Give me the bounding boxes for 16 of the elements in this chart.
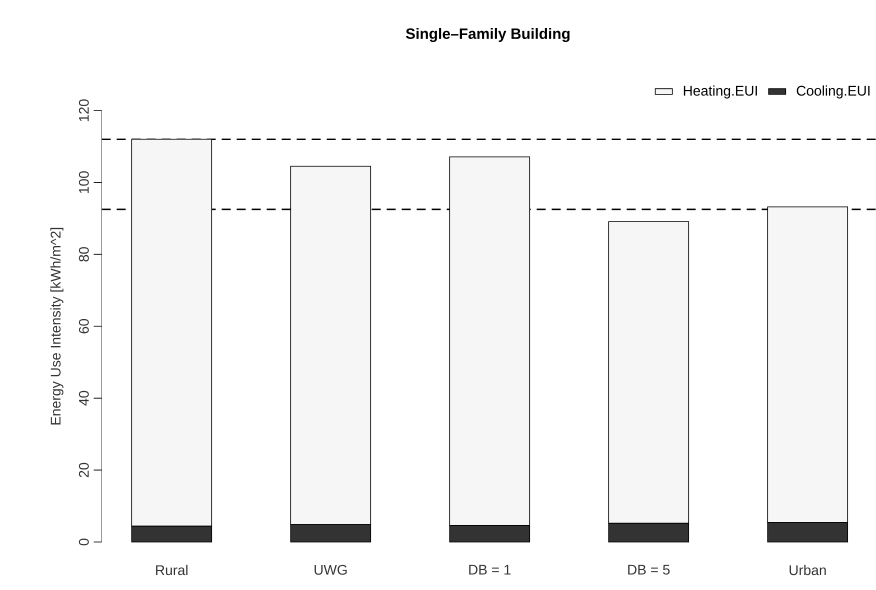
y-tick-label: 40 [78,390,89,406]
y-tick-label: 80 [78,247,89,262]
x-tick-label: Urban [790,564,826,576]
chart-title: Single–Family Building [406,28,570,42]
x-tick-label: DB = 5 [628,564,670,575]
legend-label: Cooling.EUI [796,85,870,98]
x-tick-label: DB = 1 [469,564,511,574]
y-tick-label: 120 [78,99,89,122]
y-tick-label: 100 [78,171,89,194]
y-axis-title: Energy Use Intensity [kWh/m^2] [50,228,64,424]
x-tick-label: Rural [156,564,188,576]
y-tick-label: 60 [78,319,89,334]
x-tick-label: UWG [314,564,347,575]
y-tick-label: 20 [78,462,89,478]
legend-label: Heating.EUI [684,85,757,98]
y-tick-label: 0 [78,538,89,546]
